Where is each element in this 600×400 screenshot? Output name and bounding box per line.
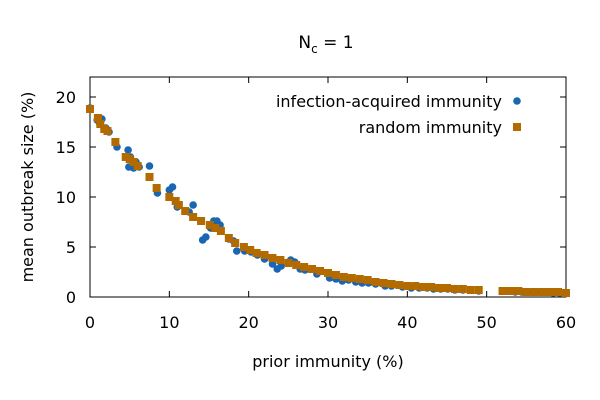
x-tick-label: 50 (476, 313, 496, 332)
data-point-random (371, 278, 380, 286)
data-point-random (443, 284, 451, 292)
data-point-random (347, 274, 356, 282)
y-tick-label: 0 (66, 288, 76, 307)
data-point-random (174, 201, 183, 209)
y-tick-label: 20 (56, 88, 76, 107)
data-point-random (514, 287, 523, 295)
data-point-random (93, 114, 102, 122)
data-point-random (181, 207, 190, 215)
data-point-random (133, 162, 142, 170)
data-point-random (474, 286, 483, 294)
data-point-random (427, 283, 436, 291)
x-tick-label: 10 (159, 313, 179, 332)
data-point-random (189, 213, 198, 221)
data-point-random (562, 289, 570, 297)
data-point-random (96, 120, 105, 128)
data-point-random (308, 265, 317, 273)
data-point-infection-acquired (189, 201, 197, 209)
chart-title-rest: = 1 (318, 33, 354, 53)
data-point-random (387, 280, 396, 288)
data-point-random (458, 285, 467, 293)
x-tick-label: 60 (556, 313, 576, 332)
y-axis-label: mean outbreak size (%) (18, 92, 37, 283)
data-point-random (506, 287, 515, 295)
data-point-random (324, 269, 332, 277)
data-point-infection-acquired (202, 233, 210, 241)
chart-title-main: N (298, 33, 311, 53)
x-axis-label: prior immunity (%) (252, 352, 404, 371)
data-point-random (111, 138, 120, 146)
data-point-random (292, 261, 301, 269)
data-point-random (538, 288, 547, 296)
legend: infection-acquired immunity random immun… (276, 92, 521, 137)
data-point-random (152, 184, 161, 192)
data-point-random (260, 251, 269, 259)
data-point-random (239, 243, 248, 251)
y-tick-label: 15 (56, 138, 76, 157)
data-point-random (450, 285, 459, 293)
data-point-random (216, 227, 225, 235)
data-point-random (339, 273, 348, 281)
data-point-infection-acquired (124, 146, 132, 154)
data-point-random (435, 284, 444, 292)
series-random-immunity (86, 105, 570, 297)
data-point-random (284, 259, 293, 267)
legend-marker-infection-acquired-immunity (513, 97, 521, 105)
legend-marker-random-immunity (513, 123, 521, 131)
data-point-infection-acquired (168, 183, 177, 191)
y-axis: 0 5 10 15 20 (56, 88, 566, 307)
data-point-infection-acquired (277, 262, 285, 270)
data-point-infection-acquired (268, 260, 277, 268)
x-tick-label: 0 (85, 313, 95, 332)
data-point-random (363, 276, 372, 284)
data-point-random (554, 288, 563, 296)
data-point-random (316, 267, 325, 275)
data-point-random (205, 221, 214, 229)
data-point-random (246, 246, 255, 254)
data-point-random (522, 288, 531, 296)
x-tick-label: 40 (397, 313, 417, 332)
data-point-random (411, 282, 420, 290)
chart-title: Nc = 1 (298, 33, 353, 56)
data-point-random (419, 283, 428, 291)
x-tick-label: 20 (238, 313, 258, 332)
legend-label-random-immunity: random immunity (359, 118, 502, 137)
data-point-random (231, 239, 240, 247)
data-point-random (300, 263, 309, 271)
y-tick-label: 10 (56, 188, 76, 207)
data-point-random (276, 256, 285, 264)
data-point-random (252, 249, 261, 257)
legend-label-infection-acquired-immunity: infection-acquired immunity (276, 92, 502, 111)
data-point-random (355, 275, 364, 283)
data-point-random (331, 271, 340, 279)
data-point-random (86, 105, 94, 113)
data-point-random (165, 193, 174, 201)
y-tick-label: 5 (66, 238, 76, 257)
data-point-random (211, 224, 220, 232)
chart-title-subscript: c (311, 42, 318, 56)
data-point-infection-acquired (232, 247, 241, 255)
data-point-random (403, 282, 412, 290)
data-point-random (466, 286, 475, 294)
data-point-infection-acquired (145, 162, 154, 170)
data-point-random (224, 234, 233, 242)
data-point-random (498, 287, 507, 295)
data-point-random (268, 254, 277, 262)
data-point-random (103, 127, 112, 135)
data-point-random (145, 173, 154, 181)
data-point-random (379, 279, 388, 287)
data-point-random (530, 288, 539, 296)
data-point-random (395, 281, 404, 289)
data-point-random (197, 217, 206, 225)
data-point-random (546, 288, 555, 296)
x-tick-label: 30 (318, 313, 338, 332)
